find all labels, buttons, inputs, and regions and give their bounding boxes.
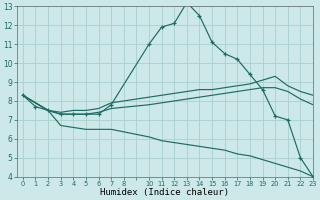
X-axis label: Humidex (Indice chaleur): Humidex (Indice chaleur) (100, 188, 229, 197)
